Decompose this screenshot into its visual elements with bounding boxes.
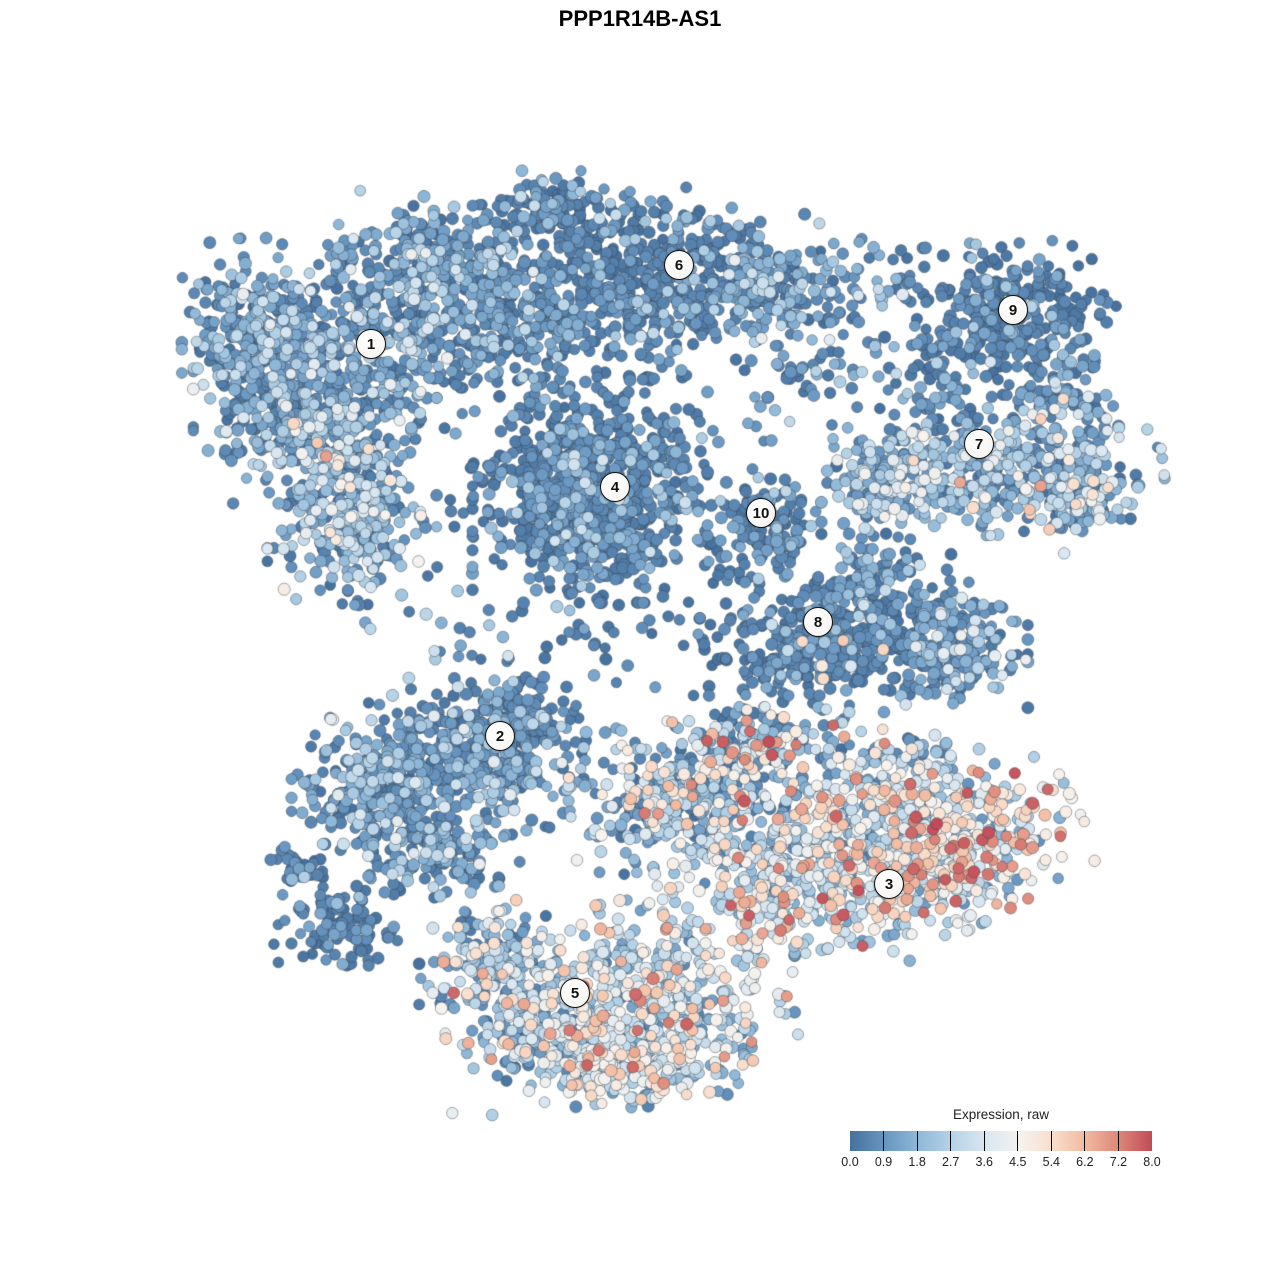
legend-tick-label: 5.4 (1042, 1155, 1061, 1169)
legend-tick-label: 2.7 (941, 1155, 960, 1169)
cluster-label-2: 2 (485, 721, 515, 751)
legend-tick-label: 8.0 (1143, 1155, 1161, 1169)
cluster-label-6: 6 (664, 250, 694, 280)
cluster-label-3: 3 (874, 869, 904, 899)
legend-tick-mark (1117, 1131, 1119, 1151)
expression-legend: Expression, raw 0.0 0.9 1.8 2.7 3.6 4.5 5.4 6.2… (841, 1107, 1160, 1169)
legend-tick-mark (883, 1131, 885, 1151)
colorbar-gradient (850, 1131, 1152, 1151)
cluster-label-10: 10 (746, 498, 776, 528)
legend-tick-label: 3.6 (975, 1155, 993, 1169)
legend-tick-label: 4.5 (1009, 1155, 1027, 1169)
cluster-label-1: 1 (356, 329, 386, 359)
legend-tick-mark (916, 1131, 918, 1151)
legend-tick-label: 7.2 (1109, 1155, 1128, 1169)
legend-tick-mark (1050, 1131, 1052, 1151)
legend-tick-label: 1.8 (908, 1155, 926, 1169)
legend-title: Expression, raw (952, 1107, 1050, 1122)
cluster-label-8: 8 (803, 607, 833, 637)
cluster-label-7: 7 (964, 429, 994, 459)
legend-tick-label: 0.9 (874, 1155, 893, 1169)
legend-tick-label: 6.2 (1076, 1155, 1094, 1169)
cluster-label-9: 9 (998, 295, 1028, 325)
legend-tick-mark (1017, 1131, 1019, 1151)
legend-tick-label: 0.0 (841, 1155, 859, 1169)
cluster-label-4: 4 (600, 472, 630, 502)
cluster-label-5: 5 (560, 978, 590, 1008)
legend-tick-mark (983, 1131, 985, 1151)
legend-tick-mark (1084, 1131, 1086, 1151)
legend-tick-mark (950, 1131, 952, 1151)
